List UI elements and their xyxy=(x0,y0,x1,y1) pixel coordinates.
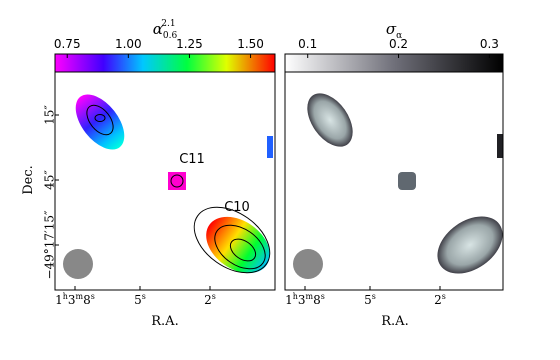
colorbar-tick-label: 1.00 xyxy=(115,37,142,51)
y-tick-label: 15″ xyxy=(43,105,57,125)
tick-number: 3 xyxy=(68,293,76,307)
tick-number: 1 xyxy=(55,293,63,307)
error-blob xyxy=(497,134,503,158)
tick-number: 2 xyxy=(434,293,442,307)
contour xyxy=(94,114,106,122)
tick-number: 8 xyxy=(313,293,321,307)
x-tick-label: 5s xyxy=(364,292,376,307)
beam xyxy=(293,249,323,279)
colorbar xyxy=(284,53,504,73)
contour xyxy=(193,206,271,274)
label-symbol: σ xyxy=(386,20,397,38)
x-tick-label: 1h3m8s xyxy=(285,292,325,307)
colorbar-label: σα xyxy=(386,20,402,41)
error-blob xyxy=(307,93,353,147)
label-subscript: α xyxy=(396,31,402,41)
x-tick-label: 1h3m8s xyxy=(55,292,95,307)
annotation: C11 xyxy=(179,152,205,167)
source-blob xyxy=(267,136,273,158)
contour xyxy=(229,238,257,262)
colorbar-tick-label: 0.2 xyxy=(389,37,408,51)
tick-number: 3 xyxy=(298,293,306,307)
tick-unit: m xyxy=(306,292,314,301)
tick-number: 8 xyxy=(83,293,91,307)
contour xyxy=(86,104,114,136)
tick-unit: s xyxy=(372,292,376,301)
colorbar-tick-label: 1.25 xyxy=(176,37,203,51)
tick-unit: s xyxy=(91,292,95,301)
colorbar xyxy=(54,53,276,73)
label-symbol: α xyxy=(153,20,163,38)
x-axis-label: R.A. xyxy=(151,314,178,329)
y-axis-label: Dec. xyxy=(21,165,36,195)
error-blob xyxy=(437,216,503,274)
x-tick-label: 2s xyxy=(204,292,216,307)
tick-unit: s xyxy=(321,292,325,301)
y-tick-label: 45″ xyxy=(43,170,57,190)
x-tick-label: 5s xyxy=(134,292,146,307)
tick-unit: s xyxy=(142,292,146,301)
y-tick-label: −49°17′15″ xyxy=(43,210,57,280)
colorbar-tick-label: 1.50 xyxy=(237,37,264,51)
error-blob xyxy=(398,172,416,190)
colorbar-tick-label: 0.3 xyxy=(480,37,499,51)
contour xyxy=(214,224,266,270)
contour xyxy=(170,174,184,188)
tick-number: 5 xyxy=(134,293,142,307)
x-tick-label: 2s xyxy=(434,292,446,307)
tick-number: 1 xyxy=(285,293,293,307)
annotation: C10 xyxy=(224,200,250,215)
tick-unit: h xyxy=(63,292,68,301)
colorbar-tick-label: 0.1 xyxy=(298,37,317,51)
x-axis-label: R.A. xyxy=(381,314,408,329)
tick-number: 2 xyxy=(204,293,212,307)
beam xyxy=(63,249,93,279)
colorbar-tick-label: 0.75 xyxy=(54,37,81,51)
tick-unit: s xyxy=(442,292,446,301)
tick-number: 5 xyxy=(364,293,372,307)
colorbar-label: α0.6 2.1 xyxy=(153,19,178,41)
label-subscript: 0.6 xyxy=(163,31,178,41)
tick-unit: s xyxy=(212,292,216,301)
tick-unit: m xyxy=(76,292,84,301)
tick-unit: h xyxy=(293,292,298,301)
label-superscript: 2.1 xyxy=(161,19,175,29)
